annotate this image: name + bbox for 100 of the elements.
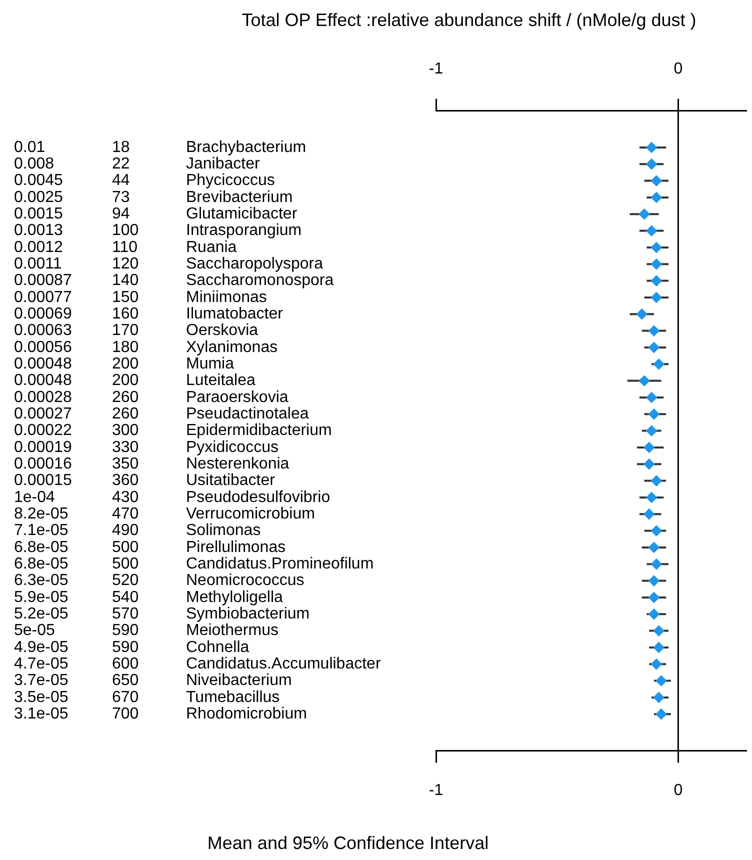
text: 7.1e-05 xyxy=(14,522,68,540)
y-tick-label: Usitatibacter xyxy=(186,472,276,490)
y-tick-label: Ilumatobacter xyxy=(186,306,284,323)
text: 0.00048 xyxy=(14,356,72,373)
x-axis-title: Mean and 95% Confidence Interval xyxy=(207,832,489,853)
text: 0.00063 xyxy=(14,322,72,340)
text: 44 xyxy=(112,172,130,190)
text: 0.0012 xyxy=(14,238,64,256)
y-tick-label: Symbiobacterium xyxy=(186,606,310,623)
text: 0.0013 xyxy=(14,222,64,240)
y-tick-label: Candidatus.Promineofilum xyxy=(186,556,374,573)
y-tick-label: Saccharomonospora xyxy=(186,272,334,290)
text: 350 xyxy=(112,456,139,473)
y-tick-label: Rhodomicrobium xyxy=(186,706,307,723)
text: 200 xyxy=(112,372,139,390)
text: 700 xyxy=(112,706,139,723)
text: 0.0011 xyxy=(14,256,62,273)
y-tick-label: Miniimonas xyxy=(186,288,267,306)
text: 140 xyxy=(112,272,139,290)
text: 1e-04 xyxy=(14,488,56,506)
text: 0.0025 xyxy=(14,188,64,206)
text: 0.00027 xyxy=(14,406,72,423)
y-tick-label: Saccharopolyspora xyxy=(186,256,324,273)
y-tick-label: Pseudodesulfovibrio xyxy=(186,488,330,506)
text: 73 xyxy=(112,188,130,206)
y-tick-label: Ruania xyxy=(186,238,237,256)
y-tick-label: Intrasporangium xyxy=(186,222,302,240)
y-tick-label: Neomicrococcus xyxy=(186,572,304,590)
text: 6.8e-05 xyxy=(14,538,68,556)
text: 0.00028 xyxy=(14,388,72,406)
text: 3.1e-05 xyxy=(14,706,68,723)
y-tick-label: Oerskovia xyxy=(186,322,258,340)
text: 6.8e-05 xyxy=(14,556,68,573)
text: 260 xyxy=(112,388,139,406)
text: 200 xyxy=(112,356,139,373)
text: 94 xyxy=(112,206,130,223)
text: 0.00056 xyxy=(14,338,72,356)
text: 490 xyxy=(112,522,139,540)
text: 22 xyxy=(112,156,130,173)
text: 4.7e-05 xyxy=(14,656,68,673)
text: 360 xyxy=(112,472,139,490)
y-tick-label: Nesterenkonia xyxy=(186,456,290,473)
y-tick-label: Solimonas xyxy=(186,522,261,540)
y-tick-label: Paraoerskovia xyxy=(186,388,288,406)
text: 5.9e-05 xyxy=(14,588,68,606)
y-tick-label: Brachybacterium xyxy=(186,138,306,156)
y-tick-label: Epidermidibacterium xyxy=(186,422,332,440)
text: 0.0015 xyxy=(14,206,64,223)
text: 0.00077 xyxy=(14,288,72,306)
text: 0.008 xyxy=(14,156,54,173)
y-tick-label: Niveibacterium xyxy=(186,672,292,690)
text: 0.00016 xyxy=(14,456,72,473)
text: 120 xyxy=(112,256,139,273)
text: 110 xyxy=(112,238,138,256)
y-tick-label: Methyloligella xyxy=(186,588,284,606)
y-tick-label: Luteitalea xyxy=(186,372,256,390)
text: 570 xyxy=(112,606,139,623)
text: 150 xyxy=(112,288,139,306)
text: 5e-05 xyxy=(14,622,56,640)
text: 180 xyxy=(112,338,139,356)
text: 260 xyxy=(112,406,139,423)
text: 170 xyxy=(112,322,139,340)
text: 8.2e-05 xyxy=(14,506,68,523)
y-tick-label: Pirellulimonas xyxy=(186,538,286,556)
text: 520 xyxy=(112,572,139,590)
y-tick-label: Xylanimonas xyxy=(186,338,278,356)
chart-title: Total OP Effect :relative abundance shift / (nMole/g dust ) xyxy=(242,10,696,30)
text: 100 xyxy=(112,222,139,240)
text: 160 xyxy=(112,306,139,323)
text: 0.00087 xyxy=(14,272,72,290)
text: 470 xyxy=(112,506,139,523)
text: 3.5e-05 xyxy=(14,688,68,706)
y-tick-label: Janibacter xyxy=(186,156,260,173)
text: 500 xyxy=(112,556,139,573)
x2-tick-label: 0 xyxy=(674,60,683,78)
text: 650 xyxy=(112,672,139,690)
text: 0.00022 xyxy=(14,422,72,440)
text: 300 xyxy=(112,422,139,440)
y-tick-label: Pseudactinotalea xyxy=(186,406,309,423)
text: 6.3e-05 xyxy=(14,572,68,590)
text: 590 xyxy=(112,622,139,640)
text: 5.2e-05 xyxy=(14,606,68,623)
text: 18 xyxy=(112,138,130,156)
text: 0.00069 xyxy=(14,306,72,323)
y-tick-label: Phycicoccus xyxy=(186,172,275,190)
y-tick-label: Tumebacillus xyxy=(186,688,280,706)
text: 670 xyxy=(112,688,139,706)
y-tick-label: Meiothermus xyxy=(186,622,278,640)
y-tick-label: Brevibacterium xyxy=(186,188,293,206)
y-tick-label: Candidatus.Accumulibacter xyxy=(186,656,382,673)
text: 500 xyxy=(112,538,139,556)
text: 430 xyxy=(112,488,139,506)
text: 590 xyxy=(112,638,139,656)
text: 0.00019 xyxy=(14,438,72,456)
y-tick-label: Glutamicibacter xyxy=(186,206,298,223)
y-tick-label: Cohnella xyxy=(186,638,250,656)
text: 0.0045 xyxy=(14,172,64,190)
text: 330 xyxy=(112,438,139,456)
y-tick-label: Pyxidicoccus xyxy=(186,438,278,456)
x2-tick-label: -1 xyxy=(428,60,444,78)
